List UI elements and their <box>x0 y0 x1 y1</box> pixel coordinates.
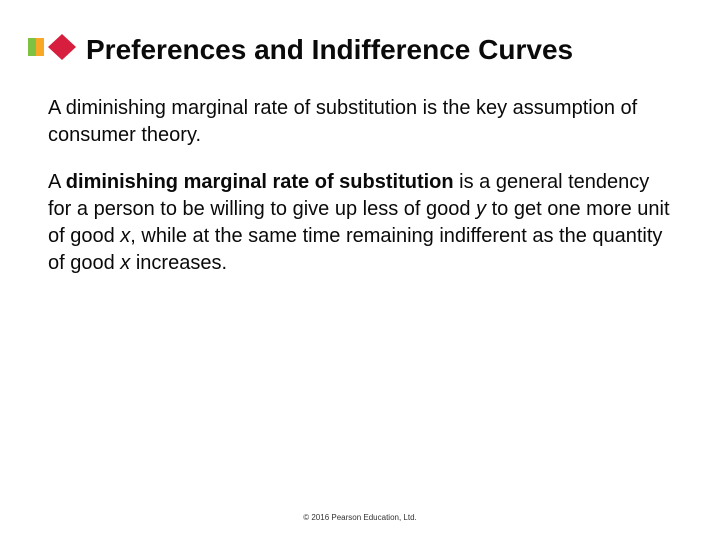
text-run: A <box>48 171 66 193</box>
bullet-diamond-icon <box>28 32 76 67</box>
paragraph-1: A diminishing marginal rate of substitut… <box>48 95 672 149</box>
slide-title: Preferences and Indifference Curves <box>86 33 573 67</box>
text-run-bold: diminishing marginal rate of substitutio… <box>66 171 454 193</box>
slide-header: Preferences and Indifference Curves <box>28 32 672 67</box>
text-run-italic: x <box>120 225 130 247</box>
text-run: A diminishing marginal rate of substitut… <box>48 97 637 146</box>
text-run-italic: y <box>476 198 486 220</box>
text-run-italic: x <box>120 252 130 274</box>
text-run: increases. <box>130 252 227 274</box>
slide-container: Preferences and Indifference Curves A di… <box>0 0 720 540</box>
copyright-footer: © 2016 Pearson Education, Ltd. <box>0 513 720 522</box>
paragraph-2: A diminishing marginal rate of substitut… <box>48 169 672 277</box>
